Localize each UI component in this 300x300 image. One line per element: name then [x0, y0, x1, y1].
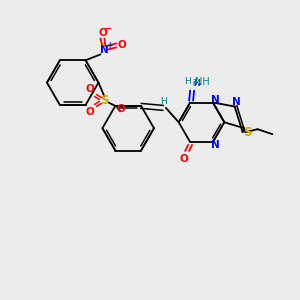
Text: O: O — [98, 28, 107, 38]
Text: N: N — [211, 94, 219, 105]
Text: S: S — [100, 94, 109, 107]
Text: O: O — [85, 107, 94, 117]
Text: O: O — [85, 84, 94, 94]
Text: H: H — [160, 98, 167, 106]
Text: S: S — [243, 126, 251, 139]
Text: N: N — [100, 45, 109, 56]
Text: NH: NH — [195, 77, 210, 87]
Text: N: N — [211, 140, 219, 150]
Text: N: N — [232, 97, 241, 106]
Text: H: H — [184, 77, 190, 86]
Text: −: − — [104, 24, 112, 34]
Text: +: + — [106, 41, 112, 50]
Text: O: O — [180, 154, 189, 164]
Text: iN: iN — [193, 79, 201, 88]
Text: O: O — [117, 104, 126, 114]
Text: O: O — [118, 40, 127, 50]
